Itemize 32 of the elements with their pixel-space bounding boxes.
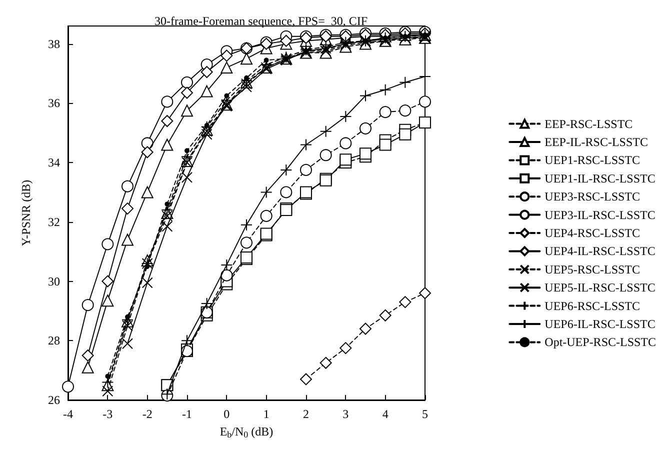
legend-label: UEP5-IL-RSC-LSSTC bbox=[544, 280, 656, 295]
y-tick-label: 36 bbox=[48, 96, 60, 110]
y-tick-label: 28 bbox=[48, 334, 60, 348]
y-tick-label: 34 bbox=[48, 156, 60, 170]
legend-label: UEP1-RSC-LSSTC bbox=[544, 153, 640, 168]
x-tick-label: 4 bbox=[382, 407, 388, 421]
y-tick-label: 30 bbox=[48, 274, 60, 288]
legend-label: UEP1-IL-RSC-LSSTC bbox=[544, 171, 656, 186]
legend-label: UEP4-RSC-LSSTC bbox=[544, 226, 640, 240]
y-tick-label: 32 bbox=[48, 214, 60, 229]
x-tick-label: -3 bbox=[102, 407, 113, 421]
chart-title: 30-frame-Foreman sequence, FPS= 30, CIF bbox=[154, 14, 368, 28]
legend-label: UEP5-RSC-LSSTC bbox=[544, 262, 640, 276]
x-tick-label: -4 bbox=[63, 407, 73, 421]
y-axis-title: Y-PSNR (dB) bbox=[19, 180, 33, 246]
x-tick-label: 2 bbox=[303, 407, 309, 421]
legend-label: UEP3-RSC-LSSTC bbox=[544, 190, 640, 204]
x-tick-label: 3 bbox=[342, 407, 349, 421]
legend-label: UEP3-IL-RSC-LSSTC bbox=[544, 208, 656, 222]
legend-label: Opt-UEP-RSC-LSSTC bbox=[544, 335, 656, 350]
legend-label: UEP4-IL-RSC-LSSTC bbox=[544, 244, 656, 258]
legend-label: EEP-IL-RSC-LSSTC bbox=[544, 135, 648, 149]
y-tick-label: 38 bbox=[48, 36, 60, 51]
x-tick-label: 1 bbox=[263, 407, 270, 421]
x-tick-label: 5 bbox=[422, 407, 428, 421]
x-tick-label: -2 bbox=[142, 407, 152, 421]
legend-label: EEP-RSC-LSSTC bbox=[544, 116, 633, 131]
y-tick-label: 26 bbox=[48, 393, 60, 407]
x-tick-label: 0 bbox=[224, 407, 230, 421]
legend-label: UEP6-IL-RSC-LSSTC bbox=[544, 317, 656, 331]
legend-label: UEP6-RSC-LSSTC bbox=[544, 298, 640, 313]
x-tick-label: -1 bbox=[182, 407, 192, 421]
